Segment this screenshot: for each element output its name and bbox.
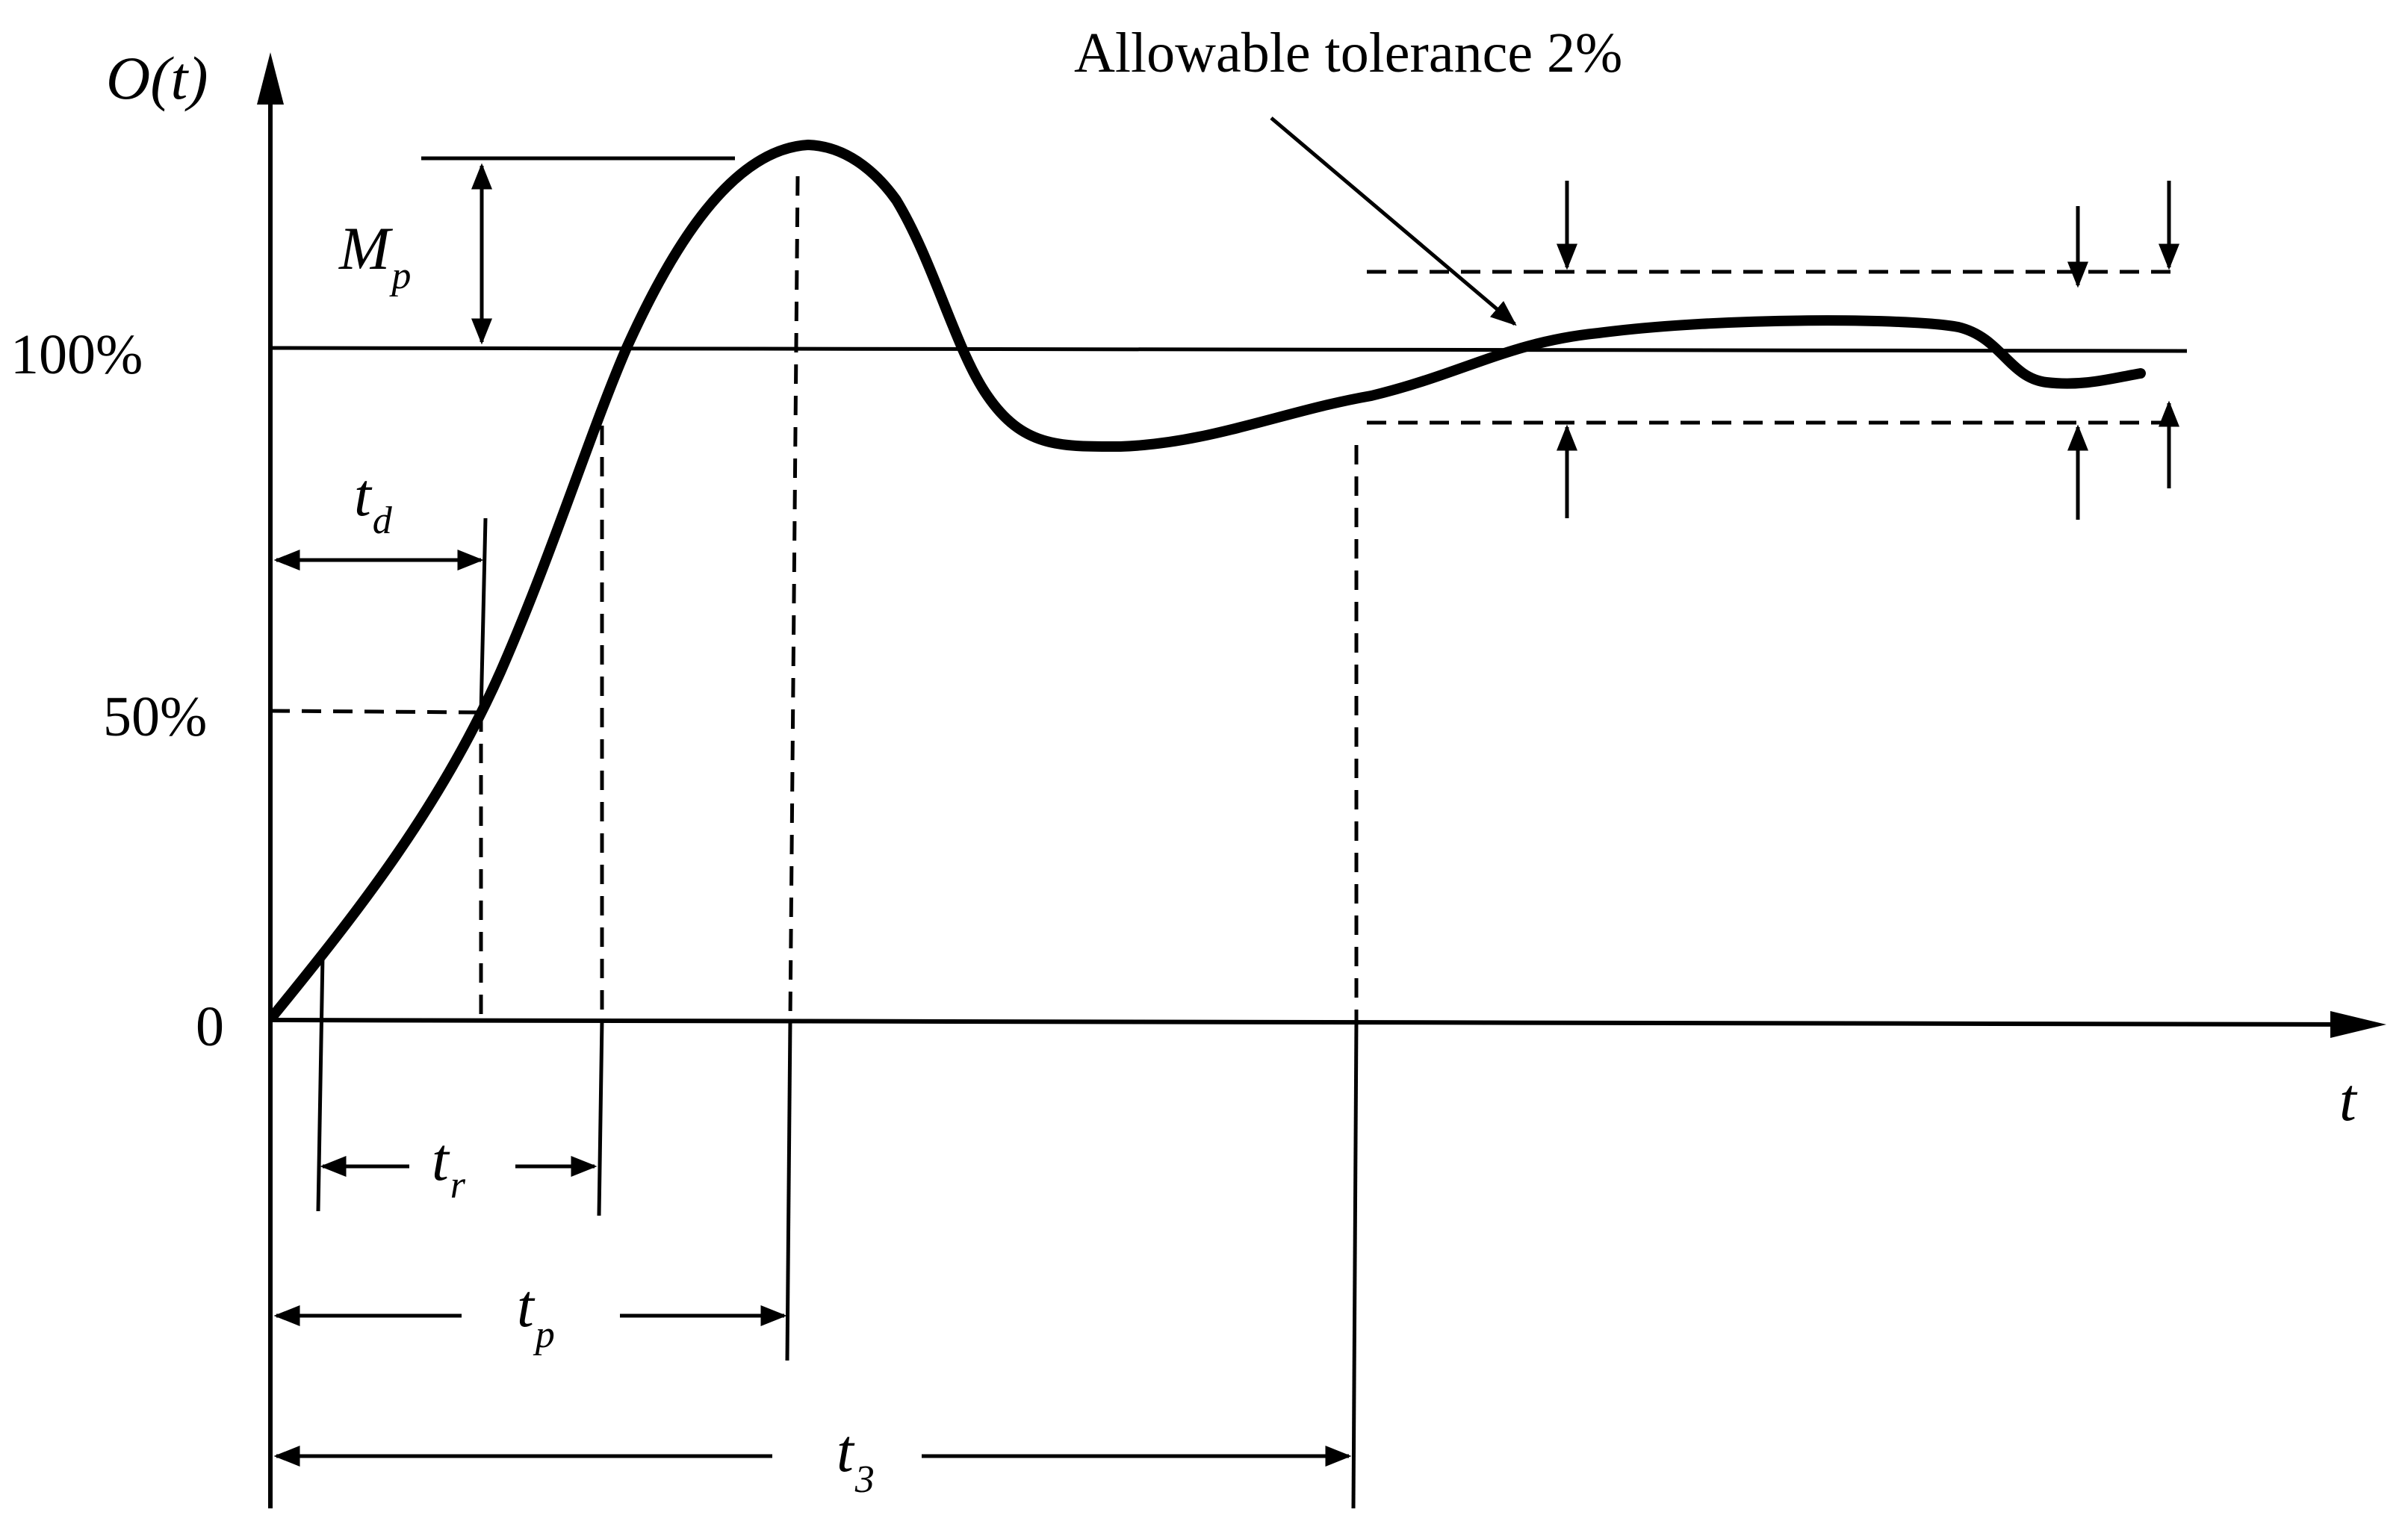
- tolerance-annotation: Allowable tolerance 2%: [1074, 22, 1622, 84]
- x-axis-label: t: [2339, 1066, 2358, 1134]
- tr-end-tick: [597, 1019, 604, 1216]
- tp-end-tick: [785, 1019, 792, 1361]
- y-axis-label: O(t): [106, 44, 208, 112]
- x-axis-arrowhead: [2330, 1011, 2386, 1038]
- x-axis: [270, 1018, 2361, 1027]
- tr-start-tick: [316, 955, 325, 1212]
- tick-label-fifty: 50%: [103, 685, 207, 748]
- ts-end-tick: [1351, 1019, 1359, 1509]
- tp-label: tp: [517, 1272, 555, 1356]
- mp-label: Mp: [338, 214, 411, 297]
- tp-dashed-drop: [788, 175, 800, 1021]
- y-axis-arrowhead: [257, 52, 284, 105]
- td-end-tick: [479, 517, 488, 713]
- fifty-percent-dashed-line: [270, 709, 479, 715]
- td-label: td: [354, 461, 393, 542]
- tick-label-zero: 0: [196, 995, 224, 1058]
- step-response-curve: [268, 140, 2146, 1021]
- tick-label-hundred: 100%: [10, 323, 143, 386]
- ts-label: t3: [837, 1417, 875, 1501]
- annotation-pointer-arrow: [1270, 116, 1517, 326]
- tr-label: tr: [432, 1125, 466, 1207]
- steady-state-line: [270, 346, 2188, 353]
